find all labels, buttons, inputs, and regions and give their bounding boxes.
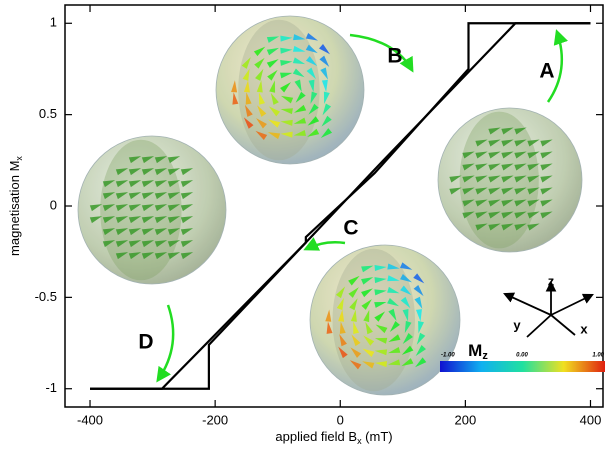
sphere-slice <box>333 249 416 392</box>
colorbar-title-sub: z <box>482 350 488 362</box>
y-tick-label: -1 <box>45 380 57 395</box>
x-axis-label-main: applied field B <box>275 429 357 444</box>
x-axis-label: applied field Bx (mT) <box>275 429 392 446</box>
sphere-slice <box>238 20 319 161</box>
x-tick-label: 0 <box>337 412 344 427</box>
sphere-slice <box>460 112 539 249</box>
colorbar-label: 1.00 <box>592 353 604 359</box>
y-tick-label: 0 <box>50 197 57 212</box>
triad-label: x <box>580 321 588 336</box>
x-tick-label: 200 <box>455 412 477 427</box>
arrow <box>306 242 345 249</box>
y-tick-label: 0.5 <box>39 106 57 121</box>
annotation: D <box>138 331 153 354</box>
colorbar-title: Mz <box>468 341 488 361</box>
x-axis-label-unit: (mT) <box>362 429 393 444</box>
y-axis-label: magnetisation Mx <box>7 156 24 256</box>
x-tick-label: -200 <box>202 412 228 427</box>
y-tick-label: 1 <box>50 15 57 30</box>
triad-axis <box>505 294 551 315</box>
annotation: B <box>387 45 402 68</box>
annotation: C <box>343 217 358 240</box>
y-axis-label-sub: x <box>14 156 24 161</box>
triad-axis <box>551 295 592 315</box>
colorbar-label: 0.00 <box>516 353 528 359</box>
arrow <box>158 305 173 380</box>
annotation: A <box>539 60 554 83</box>
y-tick-label: -0.5 <box>35 289 57 304</box>
illustrations <box>78 16 582 395</box>
colorbar-title-main: M <box>468 341 482 360</box>
triad-label: y <box>513 317 521 332</box>
triad-axis <box>527 315 551 337</box>
chart: -400 -200 0 200 400 -1 -0.5 0 0.5 1 B A C D z y x… <box>0 0 609 452</box>
x-tick-label: 400 <box>580 412 602 427</box>
y-axis-label-main: magnetisation M <box>7 161 22 256</box>
colorbar-label: -1.00 <box>441 353 455 359</box>
colorbar <box>440 361 605 372</box>
triad-label: z <box>548 273 555 288</box>
x-tick-label: -400 <box>77 412 103 427</box>
triad-axis <box>551 315 575 335</box>
